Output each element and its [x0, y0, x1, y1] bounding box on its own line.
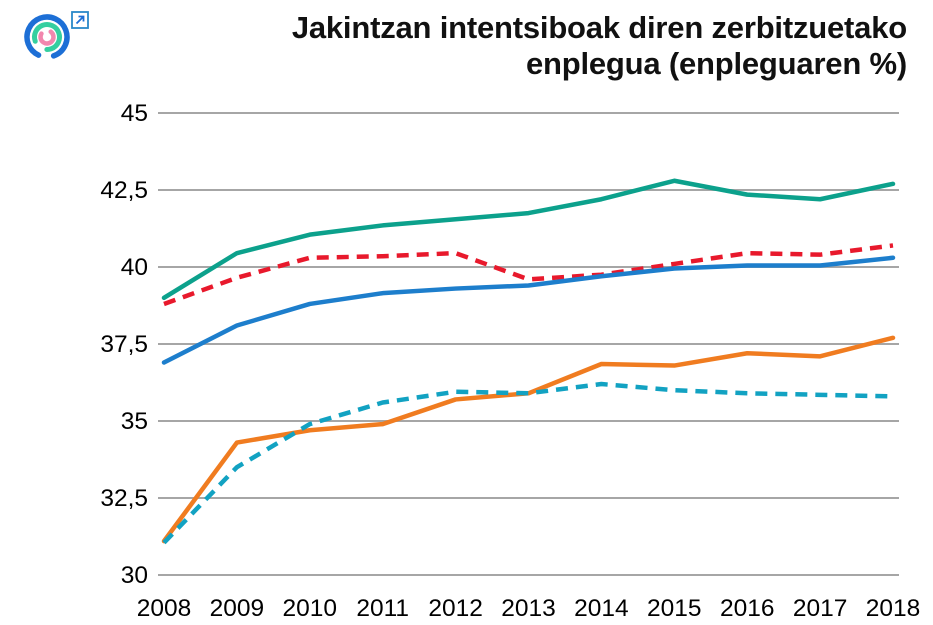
y-tick-40: 40 [121, 254, 148, 281]
x-tick-2018: 2018 [866, 595, 921, 622]
external-link-icon[interactable] [71, 11, 89, 29]
y-tick-37,5: 37,5 [100, 331, 148, 358]
x-tick-2011: 2011 [356, 595, 409, 622]
title-line2: enplegua (enpleguaren %) [525, 46, 907, 81]
page-title: Jakintzan intentsiboak diren zerbitzueta… [120, 10, 907, 82]
orange-solid-line [161, 335, 896, 544]
x-tick-2016: 2016 [720, 595, 775, 622]
x-tick-2009: 2009 [210, 595, 265, 622]
y-tick-45: 45 [121, 100, 148, 127]
blue-solid-line [161, 255, 896, 365]
x-tick-2014: 2014 [574, 595, 629, 622]
red-dashed-line [163, 243, 894, 307]
x-tick-2015: 2015 [647, 595, 702, 622]
title-line1: Jakintzan intentsiboak diren zerbitzueta… [291, 10, 907, 45]
x-tick-2013: 2013 [501, 595, 556, 622]
x-tick-2008: 2008 [137, 595, 192, 622]
y-tick-32,5: 32,5 [100, 485, 148, 512]
y-tick-42,5: 42,5 [100, 177, 148, 204]
x-tick-2010: 2010 [283, 595, 338, 622]
x-tick-2017: 2017 [793, 595, 848, 622]
cyan-dashed-line [162, 381, 894, 545]
logo [24, 8, 94, 66]
x-tick-2012: 2012 [428, 595, 483, 622]
y-tick-35: 35 [121, 408, 148, 435]
y-tick-30: 30 [121, 562, 148, 589]
concentric-arcs-icon [24, 14, 70, 60]
teal-solid-line [161, 178, 896, 301]
